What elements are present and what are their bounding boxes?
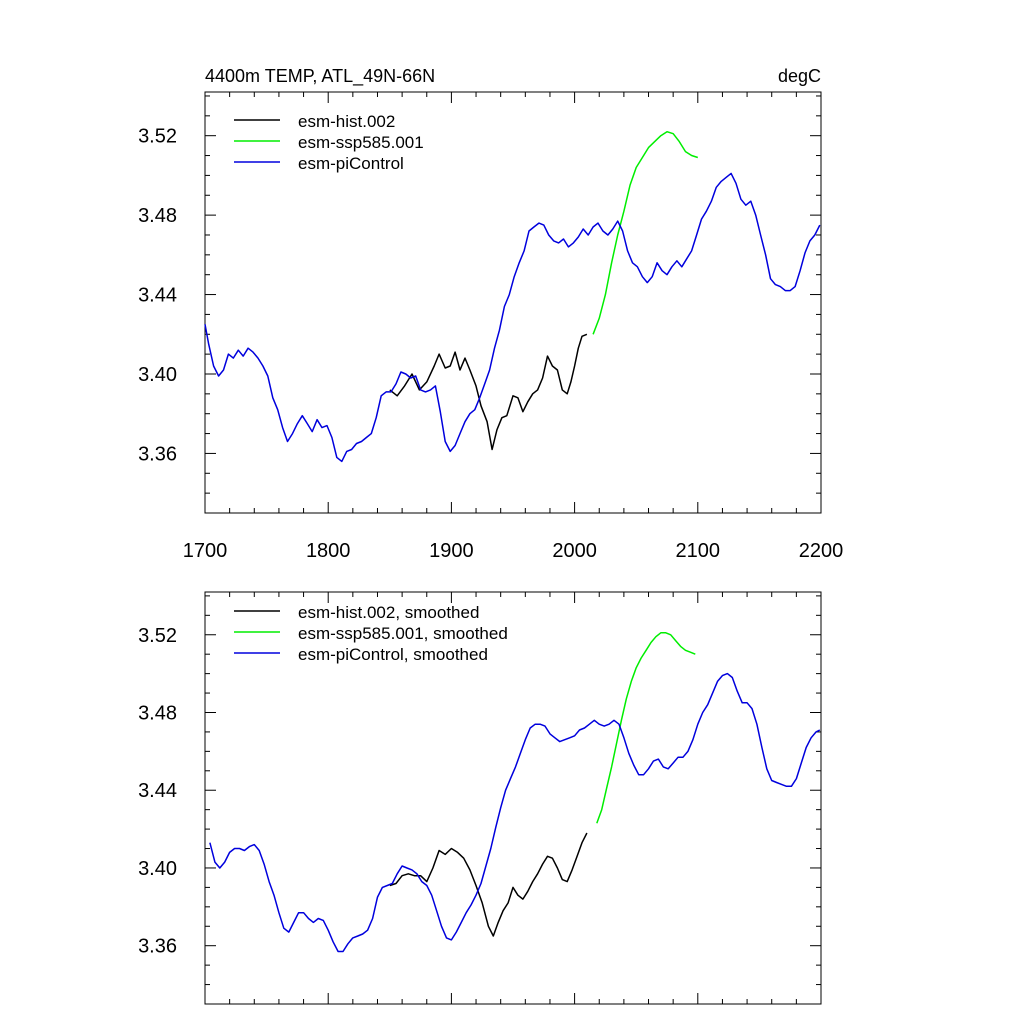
x-tick-label: 1800: [306, 540, 351, 562]
series-line-0: [389, 832, 588, 937]
plot-frame: [204, 91, 822, 514]
y-tick-label: 3.40: [138, 364, 177, 386]
y-axis-tick-labels: 3.36 3.40 3.44 3.48 3.52: [138, 126, 177, 466]
panel-title-left: 4400m TEMP, ATL_49N-66N: [205, 66, 435, 87]
y-tick-label: 3.36: [138, 443, 177, 465]
y-tick-label: 3.52: [138, 625, 177, 647]
y-tick-label: 3.44: [138, 780, 177, 802]
series-line-2: [204, 172, 821, 463]
plot-frame: [204, 591, 822, 1005]
legend-label: esm-piControl, smoothed: [298, 645, 488, 664]
legend: esm-hist.002 esm-ssp585.001 esm-piControl: [234, 112, 424, 173]
y-tick-label: 3.44: [138, 285, 177, 307]
axis-ticks: [204, 592, 822, 1005]
x-tick-label: 2000: [552, 540, 597, 562]
legend-label: esm-hist.002: [298, 112, 395, 131]
legend-label: esm-piControl: [298, 154, 404, 173]
series-line-1: [592, 130, 699, 335]
legend-label: esm-ssp585.001, smoothed: [298, 624, 508, 643]
legend-label: esm-hist.002, smoothed: [298, 603, 479, 622]
y-tick-label: 3.40: [138, 858, 177, 880]
upper-panel: 4400m TEMP, ATL_49N-66N degC 1700 1800 190…: [138, 66, 843, 562]
x-tick-label: 2100: [676, 540, 721, 562]
y-tick-label: 3.48: [138, 702, 177, 724]
y-axis-tick-labels: 3.36 3.40 3.44 3.48 3.52: [138, 625, 177, 958]
panel-title-right: degC: [778, 66, 821, 86]
series-line-0: [389, 333, 588, 451]
lower-panel: 3.36 3.40 3.44 3.48 3.52 esm-hist.002, smoot…: [138, 591, 822, 1005]
axis-ticks: [204, 92, 822, 514]
legend: esm-hist.002, smoothed esm-ssp585.001, sm…: [234, 603, 508, 664]
x-tick-label: 1900: [429, 540, 474, 562]
x-axis-tick-labels: 1700 1800 1900 2000 2100 2200: [183, 540, 844, 562]
series-line-2: [209, 672, 821, 953]
y-tick-label: 3.52: [138, 126, 177, 148]
series-lines: [209, 632, 821, 953]
x-tick-label: 1700: [183, 540, 228, 562]
y-tick-label: 3.36: [138, 936, 177, 958]
series-lines: [204, 130, 821, 463]
y-tick-label: 3.48: [138, 205, 177, 227]
legend-label: esm-ssp585.001: [298, 133, 424, 152]
x-tick-label: 2200: [799, 540, 844, 562]
series-line-1: [596, 632, 696, 824]
